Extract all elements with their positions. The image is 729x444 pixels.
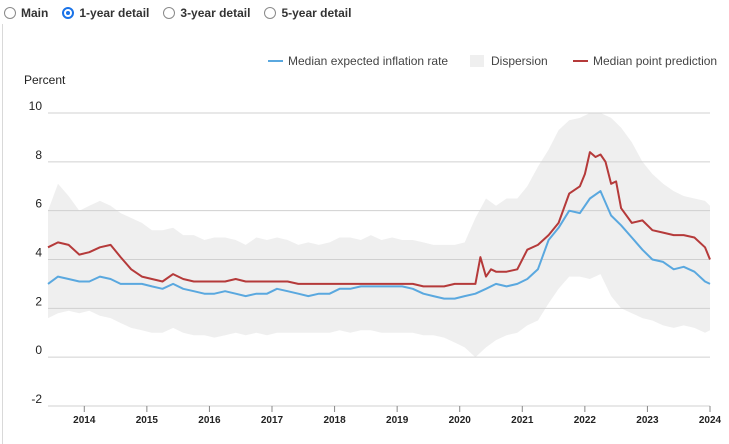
left-border — [2, 24, 3, 444]
x-tick-label: 2024 — [699, 415, 722, 426]
radio-1-year-detail[interactable]: 1-year detail — [62, 6, 149, 20]
x-tick-label: 2021 — [511, 415, 534, 426]
plot-area: 10 8 6 4 2 0 -2 2014 2015 2016 2017 2018 2019 2020 202… — [29, 99, 722, 426]
y-tick-label: 6 — [35, 197, 42, 211]
radio-circle-icon[interactable] — [4, 7, 16, 19]
legend-label-median-rate[interactable]: Median expected inflation rate — [288, 54, 448, 68]
x-tick-label: 2015 — [136, 415, 159, 426]
y-tick-label: 8 — [35, 148, 42, 162]
detail-selector: Main 1-year detail 3-year detail 5-year … — [4, 2, 365, 24]
series-line-point-prediction — [47, 151, 711, 288]
x-tick-label: 2017 — [261, 415, 284, 426]
y-axis-label: Percent — [24, 73, 66, 87]
radio-circle-icon[interactable] — [264, 7, 277, 19]
x-tick-label: 2022 — [574, 415, 597, 426]
radio-label: 3-year detail — [180, 6, 251, 20]
y-tick-label: -2 — [31, 392, 42, 406]
radio-label: 5-year detail — [281, 6, 352, 20]
radio-3-year-detail[interactable]: 3-year detail — [163, 6, 250, 20]
radio-selected-icon[interactable] — [62, 7, 75, 19]
x-tick-label: 2019 — [386, 415, 409, 426]
x-tick-label: 2016 — [198, 415, 221, 426]
y-tick-label: 2 — [35, 294, 42, 308]
radio-circle-icon[interactable] — [163, 7, 176, 19]
series-line-median-rate — [47, 190, 711, 300]
radio-5-year-detail[interactable]: 5-year detail — [264, 6, 351, 20]
radio-label: Main — [21, 6, 49, 20]
y-tick-label: 4 — [35, 246, 42, 260]
x-tick-label: 2014 — [73, 415, 96, 426]
x-tick-label: 2023 — [636, 415, 659, 426]
y-tick-label: 0 — [35, 343, 42, 357]
legend: Median expected inflation rate Dispersio… — [268, 54, 717, 68]
dispersion-band — [48, 113, 710, 358]
y-tick-label: 10 — [29, 99, 43, 113]
radio-main[interactable]: Main — [4, 6, 48, 20]
legend-label-point-prediction[interactable]: Median point prediction — [593, 54, 717, 68]
radio-label: 1-year detail — [79, 6, 150, 20]
x-tick-label: 2018 — [323, 415, 346, 426]
legend-swatch-dispersion — [470, 55, 484, 67]
legend-label-dispersion[interactable]: Dispersion — [491, 54, 548, 68]
x-tick-label: 2020 — [449, 415, 472, 426]
